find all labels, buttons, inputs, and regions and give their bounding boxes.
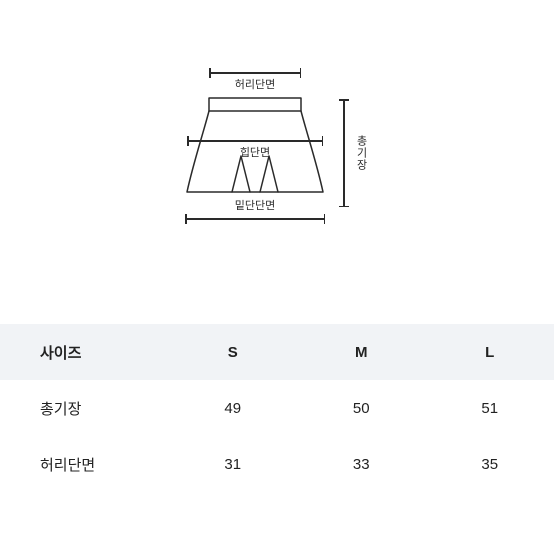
- waist-measure: 허리단면: [209, 68, 301, 93]
- hip-bracket: [187, 136, 323, 146]
- col-size: 사이즈: [0, 342, 169, 363]
- measurement-diagram: 허리단면: [185, 68, 369, 224]
- table-row: 총기장 49 50 51: [0, 380, 554, 436]
- hip-measure: 힙단면: [187, 136, 323, 161]
- table-row: 허리단면 31 33 35: [0, 436, 554, 492]
- row-label: 총기장: [0, 398, 169, 419]
- hip-label: 힙단면: [240, 148, 270, 159]
- cell-value: 33: [297, 456, 426, 473]
- hem-measure: 밑단단면: [185, 199, 325, 224]
- hem-bracket: [185, 214, 325, 224]
- cell-value: 50: [297, 400, 426, 417]
- cell-value: 49: [169, 400, 298, 417]
- skirt-illustration: 힙단면: [185, 96, 325, 196]
- length-label: 총기장: [353, 135, 369, 171]
- col-m: M: [297, 344, 426, 361]
- diagram-inner: 허리단면: [185, 68, 369, 224]
- length-bracket: [339, 99, 349, 207]
- waist-label: 허리단면: [235, 80, 275, 91]
- col-s: S: [169, 344, 298, 361]
- cell-value: 35: [426, 456, 554, 473]
- skirt-column: 허리단면: [185, 68, 325, 224]
- col-l: L: [426, 344, 554, 361]
- cell-value: 31: [169, 456, 298, 473]
- table-header-row: 사이즈 S M L: [0, 324, 554, 380]
- cell-value: 51: [426, 400, 554, 417]
- length-measure: 총기장: [339, 68, 369, 208]
- size-table: 사이즈 S M L 총기장 49 50 51 허리단면 31 33 35: [0, 324, 554, 492]
- waist-bracket: [209, 68, 301, 78]
- hem-label: 밑단단면: [235, 201, 275, 212]
- row-label: 허리단면: [0, 454, 169, 475]
